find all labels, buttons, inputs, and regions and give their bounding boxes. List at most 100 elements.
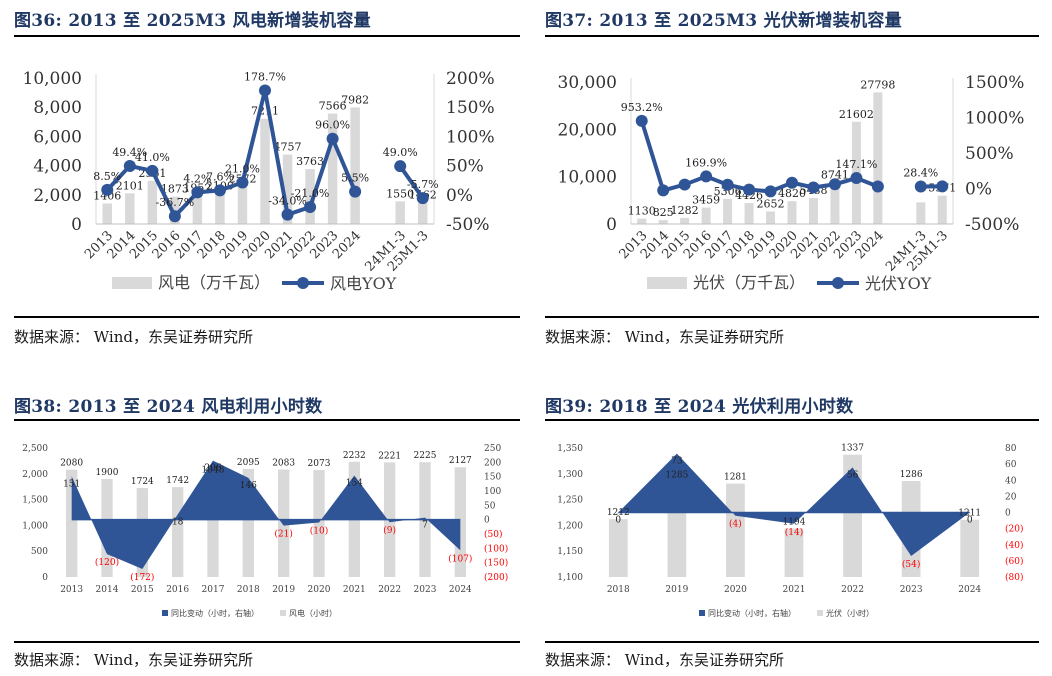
bar [787,201,797,224]
title-rule [14,419,520,421]
y-left-tick-label: 500 [31,547,48,557]
bar [192,195,203,224]
y-right-tick-label: 250 [484,444,501,454]
bar-value-label: 4757 [274,141,302,154]
bar [395,201,405,224]
legend-label-line: 光伏YOY [865,274,932,293]
y-right-tick-label: 500% [965,144,1014,164]
legend-swatch-bar [647,277,687,289]
y-left-tick-label: 1,150 [557,547,583,557]
line-value-label: 28.4% [903,166,938,179]
legend-label-area: 同比变动（小时，右轴） [171,608,259,618]
line-value-label: 147.1% [835,158,877,171]
bar-value-label: 1281 [724,473,747,483]
x-tick-label: 2023 [900,585,923,595]
y-right-tick-label: 1000% [965,109,1024,129]
x-tick-label: 2018 [237,585,260,595]
y-left-tick-label: 20,000 [558,120,617,140]
bar-value-label: 2073 [308,459,331,469]
line-marker [281,208,294,221]
legend-label-bar: 风电（万千瓦） [158,273,270,292]
panel-title: 图37: 2013 至 2025M3 光伏新增装机容量 [545,11,902,31]
bar [260,118,270,224]
bar-value-label: 2127 [449,456,472,466]
y-right-tick-label: (80) [1005,572,1023,583]
line-marker [721,178,734,191]
legend-swatch-area [162,610,168,616]
bar [784,528,804,577]
y-right-tick-label: 20 [1005,492,1017,502]
legend-label-line: 风电YOY [330,274,397,293]
line-marker [416,192,429,205]
legend-label-area: 同比变动（小时，右轴） [708,608,796,618]
series-line [639,120,879,194]
bar-value-label: 1286 [900,470,923,480]
x-tick-label: 2020 [308,585,331,595]
x-tick-label: 2022 [378,585,401,595]
y-right-tick-label: (60) [1005,556,1023,567]
bar [242,468,254,577]
y-left-tick-label: 4,000 [33,157,82,177]
change-value-label: (9) [383,525,396,536]
bar-value-label: 1285 [665,471,688,481]
change-value-label: 73 [671,457,683,467]
line-value-label: 41.0% [135,151,170,164]
bar [830,182,840,224]
bar-value-label: 1194 [783,517,806,527]
y-left-tick-label: 1,000 [22,521,48,531]
y-right-tick-label: -500% [965,215,1019,235]
bar-value-label: 4820 [778,187,806,200]
bar [680,217,690,224]
line-marker [871,180,884,193]
bar [766,211,776,224]
bar-value-label: 2232 [343,451,366,461]
bar-value-label: 8741 [821,169,849,182]
x-tick-label: 2021 [783,585,806,595]
line-marker [101,183,114,196]
bar-value-label: 2080 [60,459,83,469]
bar-value-label: 1212 [607,508,630,518]
y-right-tick-label: 0% [965,180,992,200]
x-tick-label: 2014 [96,585,119,595]
y-left-tick-label: 2,000 [33,186,82,206]
bar [937,195,947,224]
change-value-label: 151 [63,479,80,489]
line-value-label: -34.0% [268,195,307,208]
chart-panel-wind-hours: 图38: 2013 至 2024 风电利用小时数 0 500 1,000 1,500 2… [14,392,520,672]
line-marker [304,201,317,214]
line-marker [236,176,249,189]
y-right-tick-label: 50 [484,501,496,511]
source-note: 数据来源： Wind，东吴证券研究所 [545,328,784,346]
legend-label-bar: 风电（小时） [289,608,337,618]
change-value-label: (14) [785,527,803,538]
source-note: 数据来源： Wind，东吴证券研究所 [545,651,784,669]
line-marker [349,185,362,198]
y-right-tick-label: 80 [1005,444,1017,454]
bar [744,203,754,224]
bar [658,220,668,224]
line-marker [259,84,271,97]
x-tick-label: 2019 [665,585,688,595]
change-value-label: 0 [615,516,621,526]
bar [808,198,818,224]
x-tick-label: 2020 [724,585,747,595]
x-tick-label: 2019 [272,585,295,595]
bar [701,207,711,224]
source-rule [14,641,520,643]
y-right-tick-label: 200% [446,69,495,89]
line-value-label: -36.7% [156,196,195,209]
source-rule [545,641,1039,643]
line-value-label: -21.0% [291,187,330,200]
change-area [618,453,970,557]
series-line [398,165,425,200]
change-value-label: (21) [274,529,292,540]
line-marker [678,178,691,191]
y-right-tick-label: 150% [446,98,495,118]
bar-value-label: 825 [653,206,674,219]
line-marker [146,164,159,177]
line-marker [168,210,181,223]
y-left-tick-label: 10,000 [23,69,82,89]
y-left-tick-label: 1,500 [22,496,48,506]
line-marker [394,160,407,173]
title-rule [545,35,1039,37]
